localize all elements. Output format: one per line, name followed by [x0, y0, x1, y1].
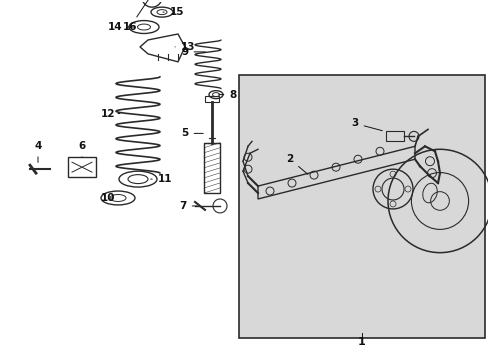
Text: 5: 5: [181, 129, 203, 138]
Bar: [204, 96, 219, 102]
Text: 13: 13: [175, 42, 195, 52]
Text: 7: 7: [179, 201, 197, 211]
Text: 9: 9: [181, 47, 205, 57]
Bar: [239, 75, 484, 338]
Text: 3: 3: [351, 118, 382, 131]
Text: 2: 2: [286, 154, 307, 174]
Text: 12: 12: [101, 108, 120, 118]
Text: 10: 10: [101, 193, 115, 203]
Text: 4: 4: [34, 141, 41, 162]
Bar: [385, 131, 403, 141]
Text: 8: 8: [218, 90, 236, 100]
Text: 14: 14: [107, 22, 135, 32]
Bar: [68, 157, 96, 177]
Text: 6: 6: [78, 141, 85, 157]
Text: 15: 15: [163, 7, 184, 17]
Bar: [203, 143, 220, 193]
Text: 16: 16: [122, 0, 148, 32]
Text: 1: 1: [357, 337, 365, 347]
Text: 11: 11: [150, 174, 172, 184]
